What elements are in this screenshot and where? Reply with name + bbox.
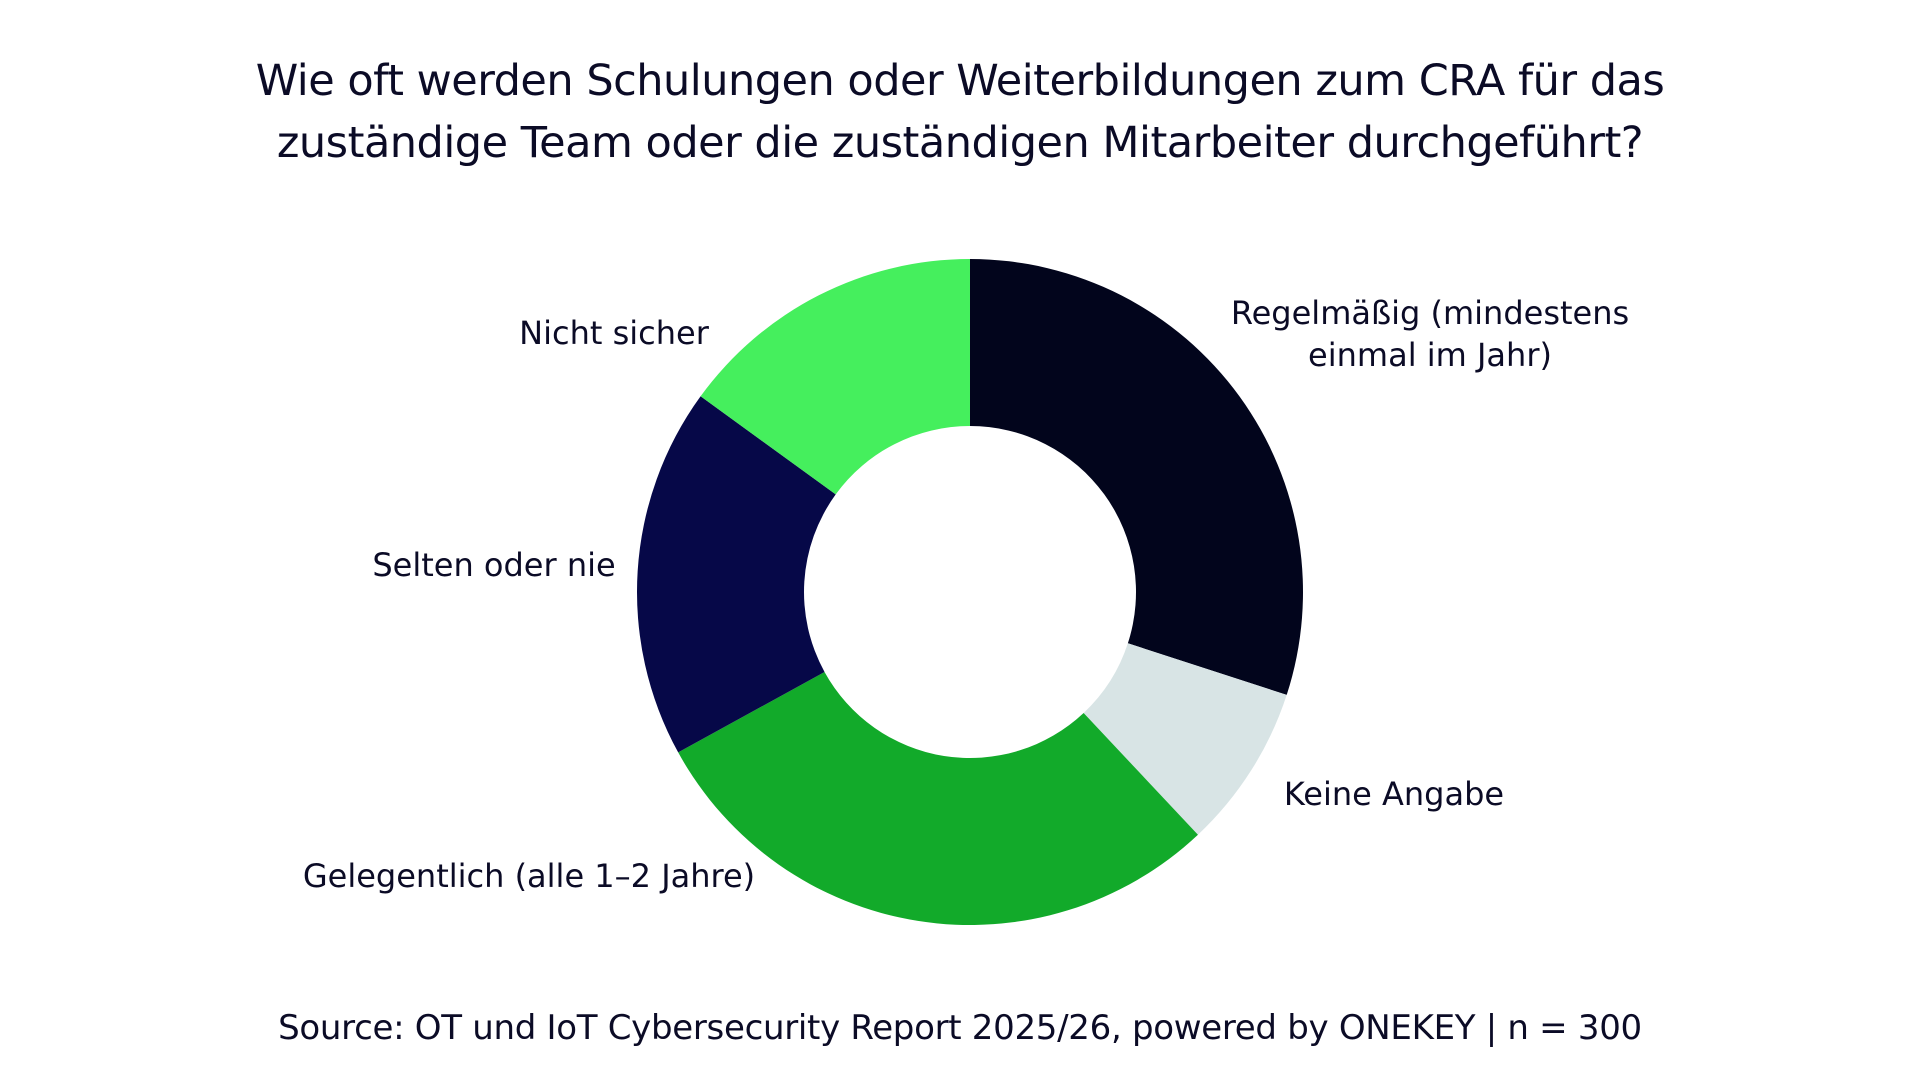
donut-slice-3	[636, 396, 836, 753]
chart-title: Wie oft werden Schulungen oder Weiterbil…	[0, 50, 1920, 174]
source-note: Source: OT und IoT Cybersecurity Report …	[278, 1008, 1642, 1048]
slice-label-0: Regelmäßig (mindestens einmal im Jahr)	[1231, 294, 1629, 374]
slice-label-0-line-0: Regelmäßig (mindestens	[1231, 294, 1629, 332]
slice-label-1: Keine Angabe	[1284, 775, 1504, 813]
slice-label-4-line-0: Nicht sicher	[519, 314, 710, 352]
donut-slice-0	[970, 259, 1304, 695]
donut-slice-4	[700, 259, 970, 495]
slice-label-3-line-0: Selten oder nie	[372, 546, 615, 584]
slice-label-0-line-1: einmal im Jahr)	[1308, 336, 1552, 374]
donut-chart: Regelmäßig (mindestens einmal im Jahr) Kei…	[303, 259, 1629, 926]
slice-label-1-line-0: Keine Angabe	[1284, 775, 1504, 813]
slice-label-2: Gelegentlich (alle 1–2 Jahre)	[303, 857, 755, 895]
donut-slice-2	[678, 671, 1198, 926]
slice-label-3: Selten oder nie	[372, 546, 615, 584]
chart-title-line-1: Wie oft werden Schulungen oder Weiterbil…	[255, 56, 1665, 106]
slice-label-4: Nicht sicher	[519, 314, 710, 352]
donut-slice-1	[1083, 643, 1287, 835]
chart-title-line-2: zuständige Team oder die zuständigen Mit…	[276, 118, 1644, 168]
slice-label-2-line-0: Gelegentlich (alle 1–2 Jahre)	[303, 857, 755, 895]
